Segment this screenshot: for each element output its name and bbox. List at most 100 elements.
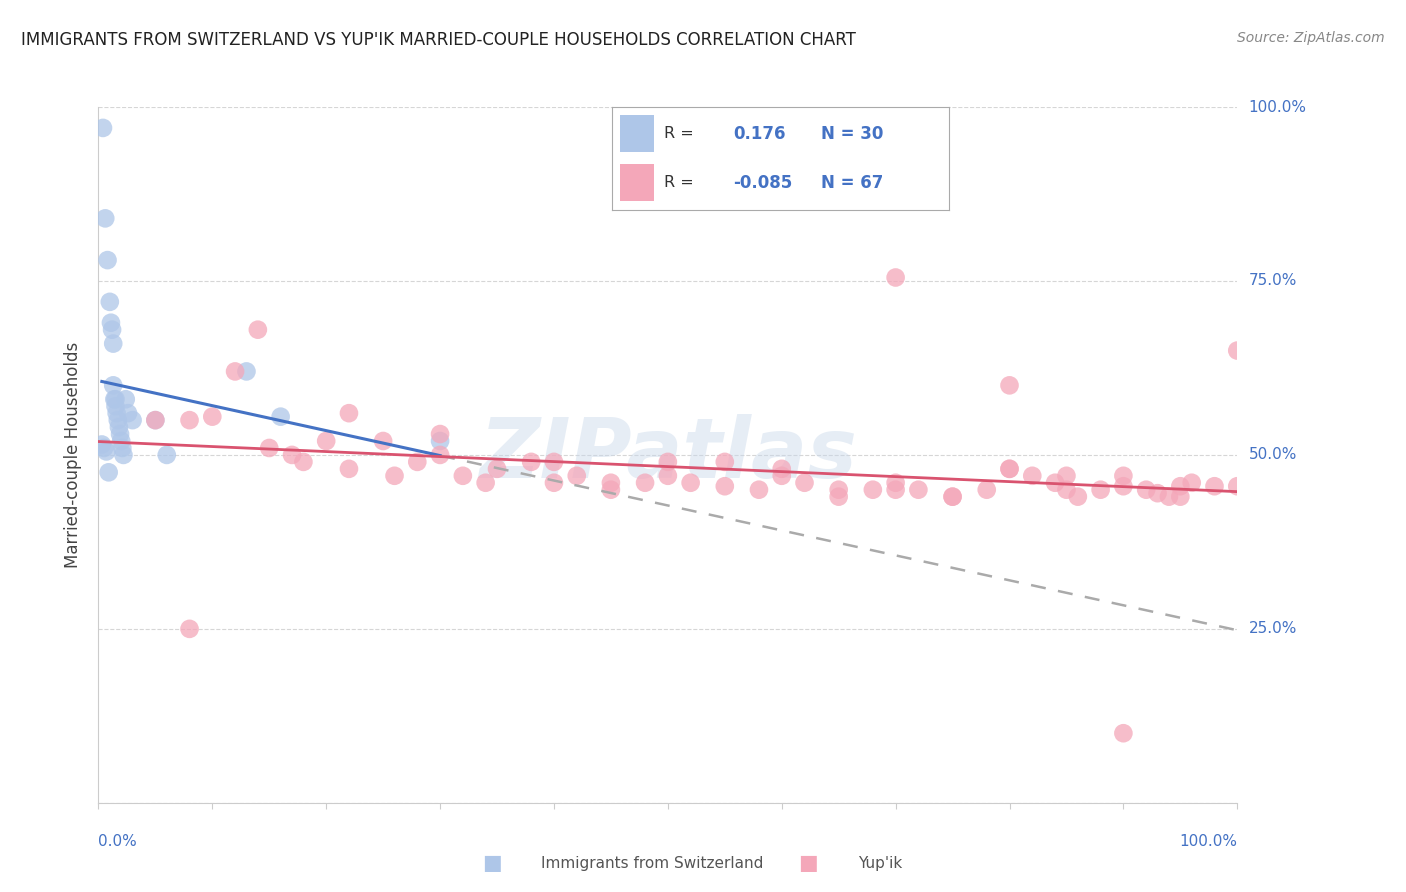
Point — [117, 406, 139, 420]
Text: N = 67: N = 67 — [821, 174, 883, 192]
Point — [828, 483, 851, 497]
Point — [114, 392, 136, 407]
Point — [1054, 468, 1078, 483]
Point — [1067, 490, 1090, 504]
Point — [94, 211, 117, 226]
Point — [634, 475, 657, 490]
Point — [828, 490, 851, 504]
Point — [104, 392, 127, 407]
Point — [1090, 483, 1112, 497]
Point — [111, 441, 134, 455]
Point — [406, 455, 429, 469]
Point — [108, 427, 131, 442]
Point — [657, 468, 679, 483]
Point — [770, 462, 793, 476]
Text: 75.0%: 75.0% — [1249, 274, 1296, 288]
Point — [486, 462, 509, 476]
Point — [96, 253, 118, 268]
Point — [942, 490, 965, 504]
Point — [145, 413, 167, 427]
Point — [714, 455, 737, 469]
Point — [384, 468, 406, 483]
Point — [998, 462, 1021, 476]
Point — [600, 475, 623, 490]
Text: 100.0%: 100.0% — [1249, 100, 1306, 114]
Point — [110, 434, 132, 448]
Point — [679, 475, 702, 490]
Point — [1043, 475, 1066, 490]
Point — [246, 323, 269, 337]
Point — [121, 413, 143, 427]
Point — [657, 455, 679, 469]
FancyBboxPatch shape — [620, 164, 654, 202]
Point — [224, 364, 246, 378]
Point — [1135, 483, 1157, 497]
Point — [112, 448, 135, 462]
Point — [429, 434, 451, 448]
Text: -0.085: -0.085 — [733, 174, 793, 192]
Point — [201, 409, 224, 424]
Text: Yup'ik: Yup'ik — [858, 856, 901, 871]
Point — [565, 468, 588, 483]
Point — [714, 479, 737, 493]
Text: Source: ZipAtlas.com: Source: ZipAtlas.com — [1237, 31, 1385, 45]
Point — [235, 364, 257, 378]
Point — [748, 483, 770, 497]
Point — [292, 455, 315, 469]
Point — [337, 406, 360, 420]
Point — [179, 622, 201, 636]
Text: ■: ■ — [482, 854, 502, 873]
Point — [315, 434, 337, 448]
Point — [1170, 479, 1192, 493]
Text: R =: R = — [664, 176, 693, 191]
Point — [451, 468, 474, 483]
Point — [93, 441, 115, 455]
Point — [90, 437, 112, 451]
Point — [1204, 479, 1226, 493]
Point — [259, 441, 281, 455]
Y-axis label: Married-couple Households: Married-couple Households — [65, 342, 83, 568]
Text: Immigrants from Switzerland: Immigrants from Switzerland — [541, 856, 763, 871]
Point — [884, 475, 907, 490]
Point — [107, 413, 129, 427]
Point — [1054, 483, 1078, 497]
Point — [100, 316, 122, 330]
Text: IMMIGRANTS FROM SWITZERLAND VS YUP'IK MARRIED-COUPLE HOUSEHOLDS CORRELATION CHAR: IMMIGRANTS FROM SWITZERLAND VS YUP'IK MA… — [21, 31, 856, 49]
Text: 25.0%: 25.0% — [1249, 622, 1296, 636]
Point — [108, 420, 131, 434]
Text: 50.0%: 50.0% — [1249, 448, 1296, 462]
Point — [103, 336, 125, 351]
Point — [520, 455, 543, 469]
Text: ZIPatlas: ZIPatlas — [479, 415, 856, 495]
Point — [543, 475, 565, 490]
Point — [1157, 490, 1180, 504]
Point — [91, 120, 114, 135]
Point — [474, 475, 496, 490]
Text: R =: R = — [664, 126, 693, 141]
Point — [1146, 486, 1168, 500]
Point — [429, 427, 451, 442]
Point — [101, 323, 124, 337]
Text: 0.176: 0.176 — [733, 125, 786, 143]
Point — [600, 483, 623, 497]
Point — [179, 413, 201, 427]
Text: 100.0%: 100.0% — [1180, 834, 1237, 849]
Point — [98, 294, 121, 309]
Point — [429, 448, 451, 462]
Point — [1112, 479, 1135, 493]
Point — [543, 455, 565, 469]
Text: N = 30: N = 30 — [821, 125, 883, 143]
Point — [281, 448, 304, 462]
Point — [371, 434, 394, 448]
Point — [862, 483, 884, 497]
Point — [998, 462, 1021, 476]
Point — [976, 483, 998, 497]
Point — [103, 392, 125, 407]
Point — [1170, 490, 1192, 504]
Point — [1021, 468, 1043, 483]
Point — [998, 378, 1021, 392]
Point — [105, 406, 128, 420]
Point — [1112, 726, 1135, 740]
Point — [793, 475, 815, 490]
Point — [907, 483, 929, 497]
